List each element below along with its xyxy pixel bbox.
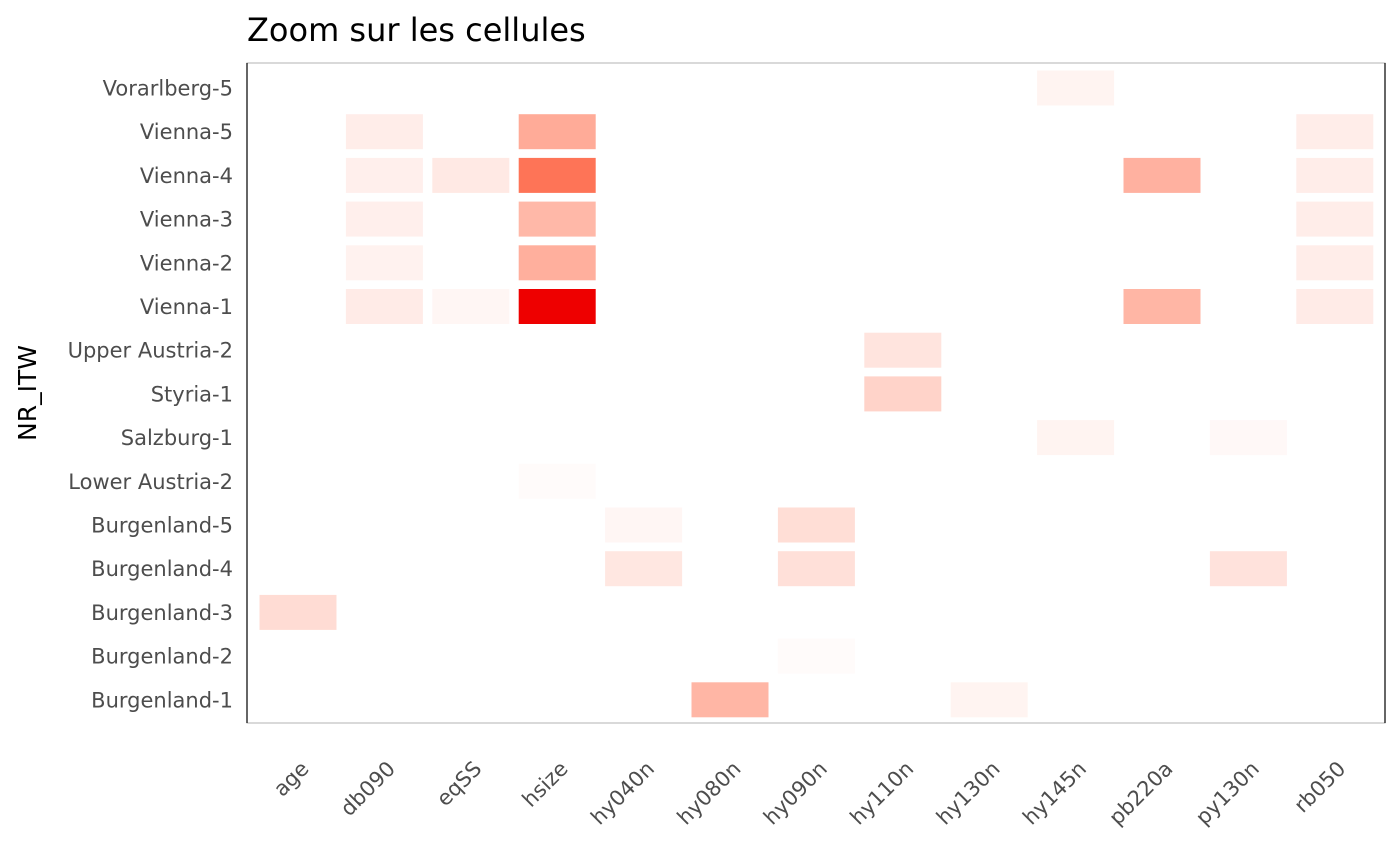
heatmap-cell xyxy=(777,638,855,674)
x-tick-label: hy110n xyxy=(845,757,918,830)
heatmap-cell xyxy=(1123,157,1201,193)
heatmap-cell xyxy=(518,289,596,324)
x-tick-label: py130n xyxy=(1191,757,1264,830)
heatmap-cell xyxy=(1037,70,1115,106)
heatmap-cell xyxy=(518,114,596,150)
heatmap-cell xyxy=(518,463,596,499)
y-tick-label: Lower Austria-2 xyxy=(68,470,233,494)
chart-title: Zoom sur les cellules xyxy=(247,11,586,49)
heatmap-cell xyxy=(345,289,423,324)
y-tick-label: Vienna-3 xyxy=(140,208,233,232)
heatmap-cell xyxy=(345,245,423,281)
heatmap-cell xyxy=(432,157,510,193)
x-tick-label: age xyxy=(269,757,314,802)
heatmap-cell xyxy=(777,507,855,543)
heatmap-cell xyxy=(1296,289,1374,324)
heatmap-cell xyxy=(345,201,423,237)
heatmap-cell xyxy=(259,594,337,630)
y-axis-title: NR_ITW xyxy=(13,345,42,441)
y-tick-label: Vienna-2 xyxy=(140,251,233,275)
heatmap-cell xyxy=(1296,157,1374,193)
y-tick-label: Vienna-1 xyxy=(140,295,233,319)
heatmap-cell xyxy=(864,376,942,412)
x-tick-label: db090 xyxy=(336,757,400,821)
heatmap-cell xyxy=(864,332,942,368)
y-tick-label: Salzburg-1 xyxy=(121,426,233,450)
y-tick-label: Upper Austria-2 xyxy=(68,339,233,363)
heatmap-cell xyxy=(518,157,596,193)
x-tick-label: pb220a xyxy=(1104,757,1177,830)
heatmap-cell xyxy=(432,289,510,324)
heatmap-cell xyxy=(518,201,596,237)
heatmap-cell xyxy=(1037,420,1115,456)
heatmap-cell xyxy=(1209,551,1287,587)
x-tick-label: hy080n xyxy=(673,757,746,830)
heatmap-cell xyxy=(1296,201,1374,237)
y-tick-label: Burgenland-1 xyxy=(91,688,233,712)
y-tick-label: Burgenland-3 xyxy=(91,601,233,625)
heatmap-cell xyxy=(950,682,1028,718)
heatmap-cell xyxy=(1296,114,1374,150)
x-tick-label: hy090n xyxy=(759,757,832,830)
x-tick-label: rb050 xyxy=(1289,757,1350,818)
heatmap-cell xyxy=(1209,420,1287,456)
y-tick-label: Styria-1 xyxy=(151,382,233,406)
heatmap-cell xyxy=(605,507,683,543)
heatmap-cell xyxy=(1296,245,1374,281)
y-tick-label: Burgenland-5 xyxy=(91,514,233,538)
x-tick-label: hy145n xyxy=(1018,757,1091,830)
y-tick-label: Burgenland-2 xyxy=(91,645,233,669)
heatmap-cell xyxy=(691,682,769,718)
heatmap-cell xyxy=(518,245,596,281)
heatmap-cell xyxy=(1123,289,1201,324)
heatmap-cell xyxy=(345,114,423,150)
heatmap-cell xyxy=(605,551,683,587)
x-tick-labels: age db090 eqSS hsize hy040n hy080n hy090n hy110… xyxy=(269,757,1350,830)
x-tick-label: hy130n xyxy=(932,757,1005,830)
x-tick-label: eqSS xyxy=(432,757,486,811)
heatmap-cell xyxy=(777,551,855,587)
y-tick-label: Vienna-5 xyxy=(140,120,233,144)
x-tick-label: hsize xyxy=(518,757,573,812)
heatmap-cell xyxy=(345,157,423,193)
y-tick-label: Burgenland-4 xyxy=(91,557,233,581)
heatmap-cells xyxy=(259,70,1374,718)
y-tick-labels: Burgenland-1 Burgenland-2 Burgenland-3 Burg… xyxy=(68,77,233,713)
x-tick-label: hy040n xyxy=(586,757,659,830)
y-tick-label: Vienna-4 xyxy=(140,164,233,188)
y-tick-label: Vorarlberg-5 xyxy=(103,77,233,101)
